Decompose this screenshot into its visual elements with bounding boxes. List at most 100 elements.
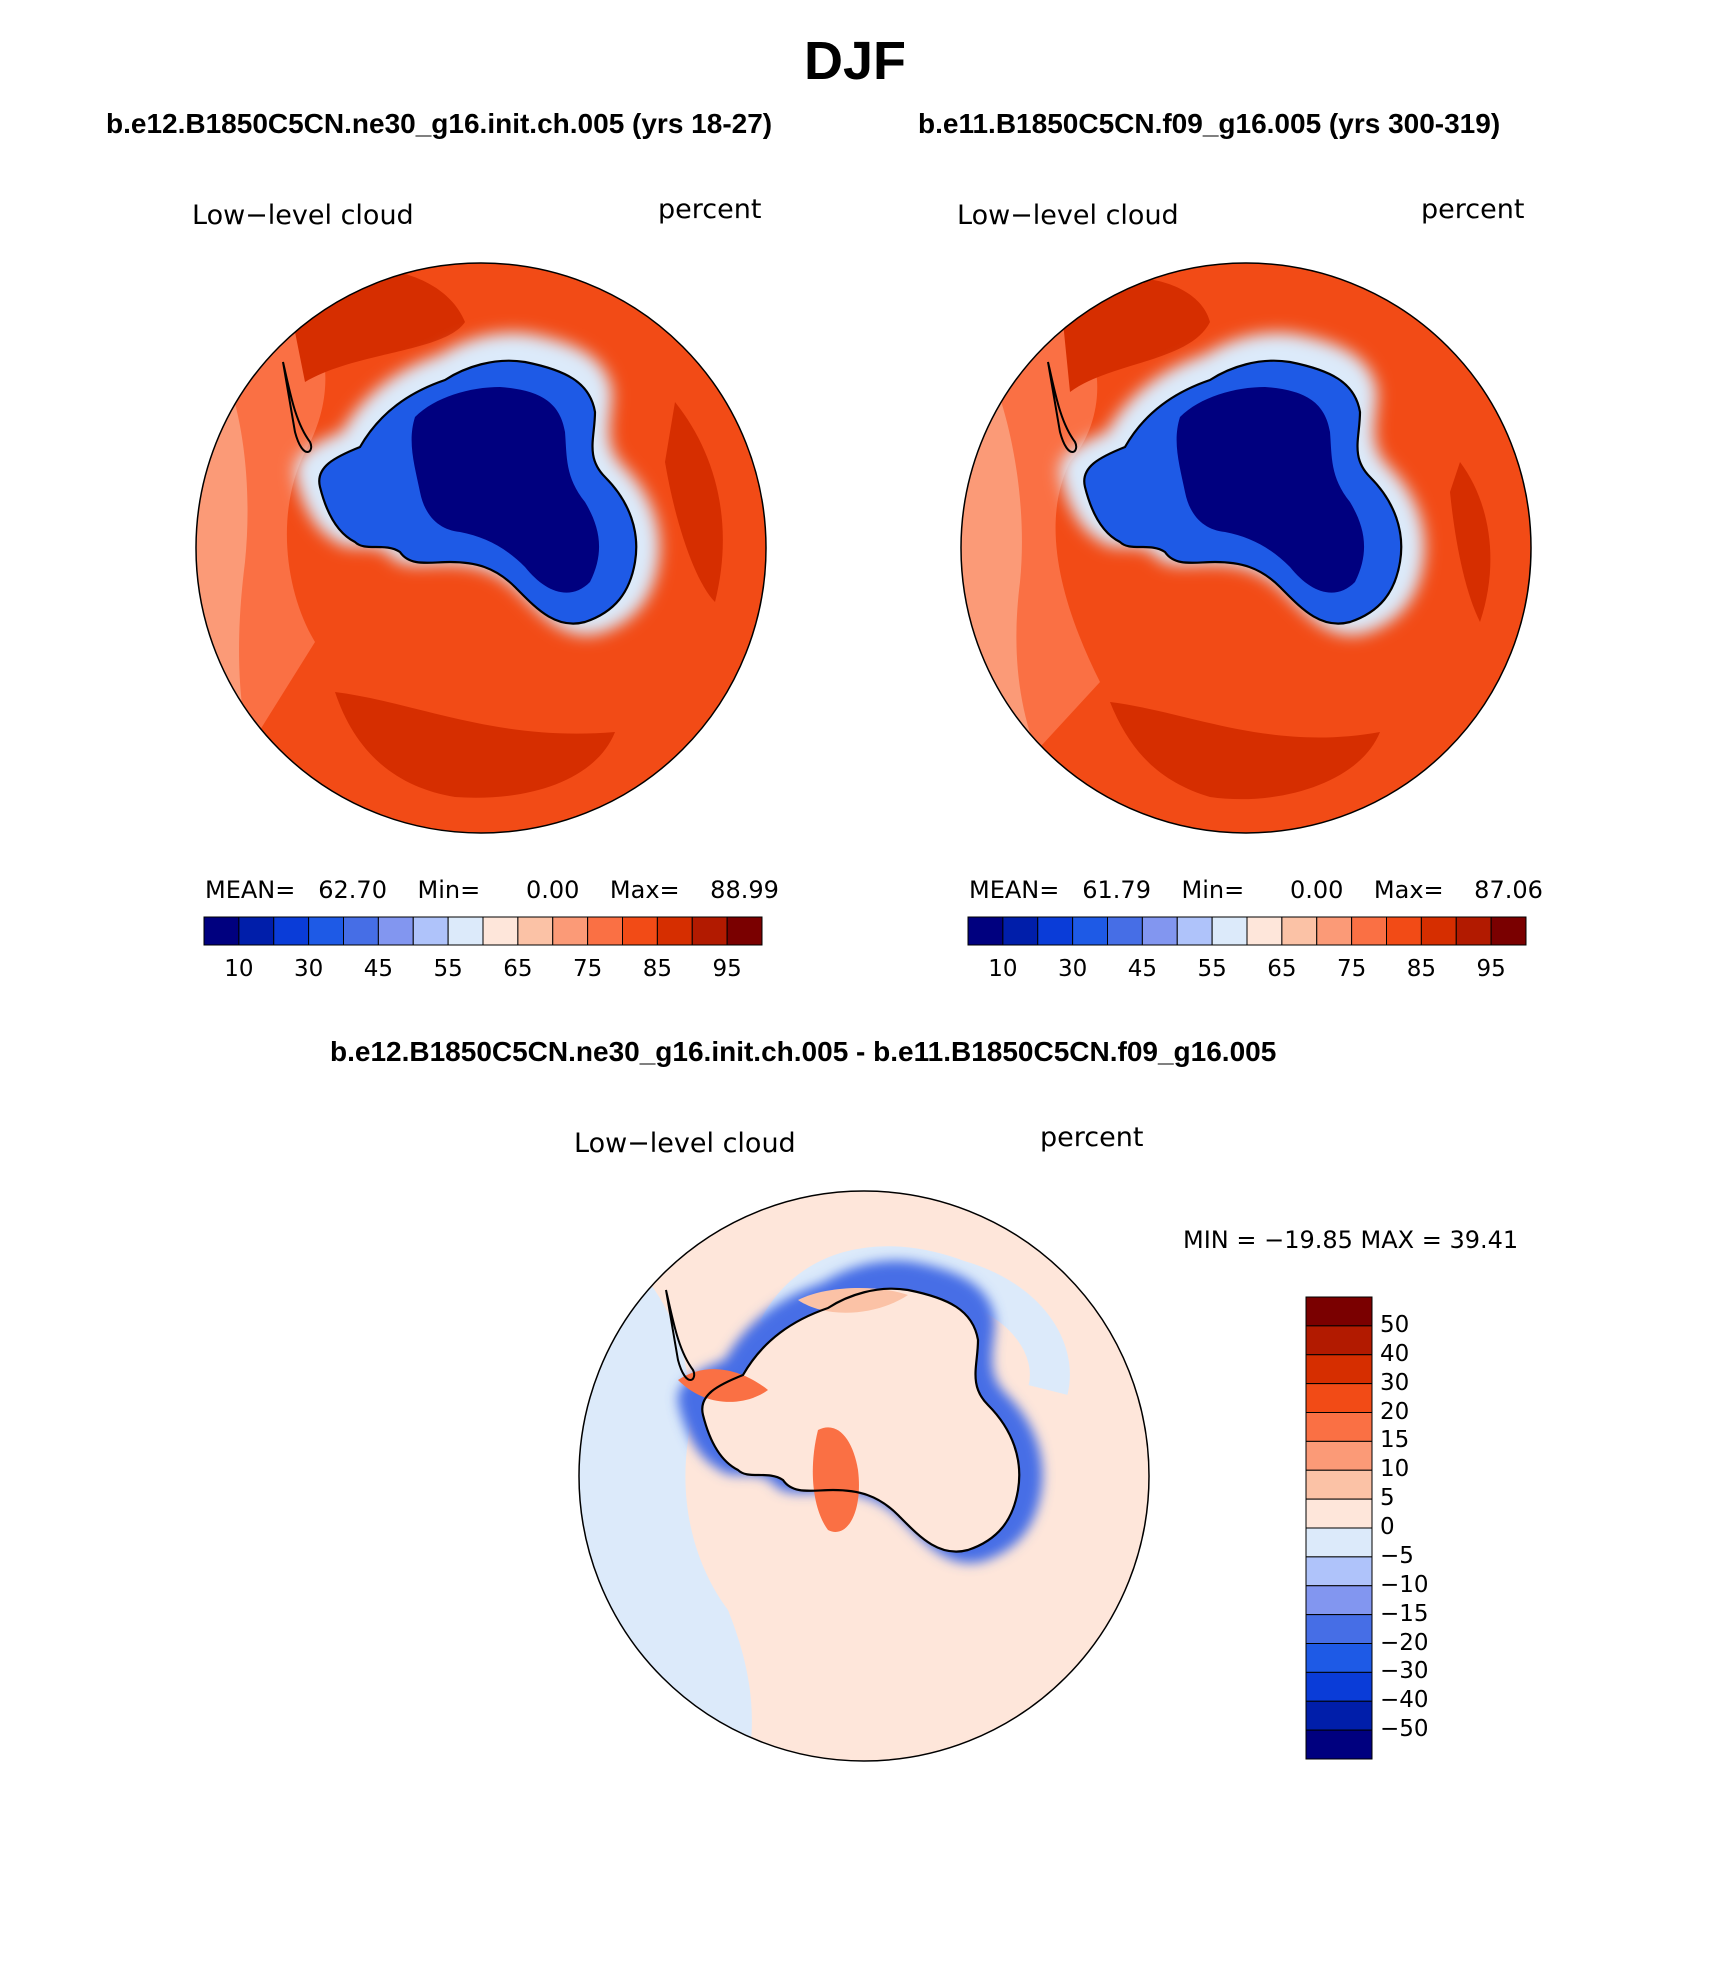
colorbar-swatch xyxy=(447,916,484,946)
ice-core-field xyxy=(1176,387,1365,593)
colorbar-swatch xyxy=(238,916,275,946)
colorbar-tick-label: 10 xyxy=(988,956,1018,982)
colorbar-swatch xyxy=(656,916,693,946)
colorbar-tick-label: 45 xyxy=(1127,956,1158,982)
max-label: Max= xyxy=(609,876,680,904)
colorbar-swatch xyxy=(482,916,519,946)
colorbar-tick-label: 55 xyxy=(1197,956,1227,982)
colorbar-swatch xyxy=(587,916,623,946)
diff-polar-map xyxy=(578,1190,1150,1762)
panel1-units-label: percent xyxy=(658,194,762,225)
ocean-high-region-e xyxy=(1450,462,1491,622)
diff-colorbar-ticks: 50 40 30 20 15 10 5 0 −5 −10 −15 −20 −30 −40 −50 xyxy=(1380,1297,1480,1759)
colorbar-swatch xyxy=(1420,916,1457,946)
ocean-high-region-s xyxy=(1110,702,1380,800)
colorbar-tick-label: 75 xyxy=(572,956,603,982)
panel1-polar-map xyxy=(195,262,767,834)
panel2-polar-map xyxy=(960,262,1532,834)
panel2-units-label: percent xyxy=(1421,194,1525,225)
max-label: Max= xyxy=(1373,876,1444,904)
panel2-colorbar xyxy=(967,916,1527,946)
max-value: 88.99 xyxy=(710,876,779,904)
panel2-stats: MEAN= 61.79 Min= 0.00 Max= 87.06 xyxy=(969,876,1543,904)
colorbar-tick-label: 55 xyxy=(433,956,463,982)
colorbar-swatch xyxy=(622,916,658,946)
figure-title: DJF xyxy=(803,31,906,91)
colorbar-swatch xyxy=(1305,1671,1373,1702)
panel1-stats: MEAN= 62.70 Min= 0.00 Max= 88.99 xyxy=(205,876,779,904)
min-label: Min= xyxy=(1181,876,1245,904)
colorbar-tick-label: 0 xyxy=(1380,1514,1395,1540)
diff-colorbar xyxy=(1305,1296,1373,1760)
colorbar-swatch xyxy=(1002,916,1039,946)
case2-header: b.e11.B1850C5CN.f09_g16.005 (yrs 300-319… xyxy=(918,108,1501,139)
colorbar-tick-label: −30 xyxy=(1380,1658,1429,1685)
min-value: 0.00 xyxy=(1289,876,1344,904)
colorbar-swatch xyxy=(1037,916,1074,946)
colorbar-swatch xyxy=(1305,1354,1373,1385)
colorbar-swatch xyxy=(1305,1700,1373,1731)
colorbar-tick-label: 30 xyxy=(1380,1369,1410,1396)
colorbar-swatch xyxy=(1305,1614,1373,1644)
colorbar-tick-label: 10 xyxy=(224,956,254,982)
colorbar-swatch xyxy=(967,916,1004,946)
mean-value: 62.70 xyxy=(318,876,387,904)
min-value: 0.00 xyxy=(525,876,580,904)
colorbar-tick-label: 95 xyxy=(1476,956,1506,982)
panel1-colorbar-ticks: 10 30 45 55 65 75 85 95 xyxy=(204,956,762,986)
south-america-tip xyxy=(282,361,313,453)
diff-positive-north xyxy=(798,1288,908,1313)
antarctica-coastline xyxy=(1083,359,1403,625)
diff-positive-peninsula xyxy=(678,1369,768,1402)
colorbar-swatch xyxy=(1072,916,1108,946)
mean-value: 61.79 xyxy=(1082,876,1151,904)
colorbar-tick-label: −10 xyxy=(1380,1571,1429,1598)
colorbar-swatch xyxy=(1305,1527,1373,1558)
colorbar-tick-label: 20 xyxy=(1380,1398,1410,1425)
colorbar-swatch xyxy=(517,916,554,946)
panel2-variable-label: Low−level cloud xyxy=(957,200,1179,231)
colorbar-swatch xyxy=(1305,1412,1373,1442)
colorbar-tick-label: 5 xyxy=(1380,1485,1395,1512)
diff-negative-region-west xyxy=(579,1191,752,1761)
colorbar-swatch xyxy=(1490,916,1527,946)
diff-variable-label: Low−level cloud xyxy=(574,1128,796,1159)
colorbar-swatch xyxy=(1305,1469,1373,1500)
colorbar-swatch xyxy=(203,916,240,946)
colorbar-swatch xyxy=(1305,1729,1373,1760)
colorbar-swatch xyxy=(1305,1556,1373,1587)
colorbar-swatch xyxy=(1455,916,1492,946)
south-america-tip xyxy=(1047,361,1078,453)
colorbar-tick-label: 15 xyxy=(1380,1427,1410,1454)
colorbar-tick-label: 75 xyxy=(1336,956,1367,982)
colorbar-swatch xyxy=(1176,916,1213,946)
colorbar-tick-label: 45 xyxy=(363,956,394,982)
colorbar-tick-label: 65 xyxy=(1267,956,1297,982)
colorbar-swatch xyxy=(273,916,310,946)
case1-header: b.e12.B1850C5CN.ne30_g16.init.ch.005 (yr… xyxy=(106,108,773,139)
colorbar-swatch xyxy=(1305,1325,1373,1356)
colorbar-swatch xyxy=(1305,1585,1373,1616)
colorbar-swatch xyxy=(726,916,763,946)
colorbar-tick-label: −50 xyxy=(1380,1716,1429,1743)
colorbar-tick-label: 40 xyxy=(1380,1340,1410,1367)
colorbar-swatch xyxy=(691,916,728,946)
map-boundary xyxy=(195,262,767,834)
antarctica-coastline xyxy=(318,359,638,625)
colorbar-swatch xyxy=(412,916,449,946)
ice-core-field xyxy=(411,387,600,593)
colorbar-tick-label: −40 xyxy=(1380,1687,1429,1714)
colorbar-tick-label: 65 xyxy=(503,956,533,982)
colorbar-swatch xyxy=(1386,916,1422,946)
colorbar-tick-label: 10 xyxy=(1380,1456,1410,1483)
south-america-tip xyxy=(665,1289,696,1381)
max-value: 87.06 xyxy=(1474,876,1543,904)
colorbar-swatch xyxy=(552,916,589,946)
colorbar-swatch xyxy=(343,916,379,946)
colorbar-tick-label: −20 xyxy=(1380,1629,1429,1656)
ocean-high-region-e xyxy=(665,402,723,602)
colorbar-tick-label: 85 xyxy=(1406,956,1437,982)
min-label: Min= xyxy=(417,876,481,904)
ocean-high-region-nw xyxy=(1060,277,1210,392)
colorbar-tick-label: −5 xyxy=(1380,1542,1414,1569)
